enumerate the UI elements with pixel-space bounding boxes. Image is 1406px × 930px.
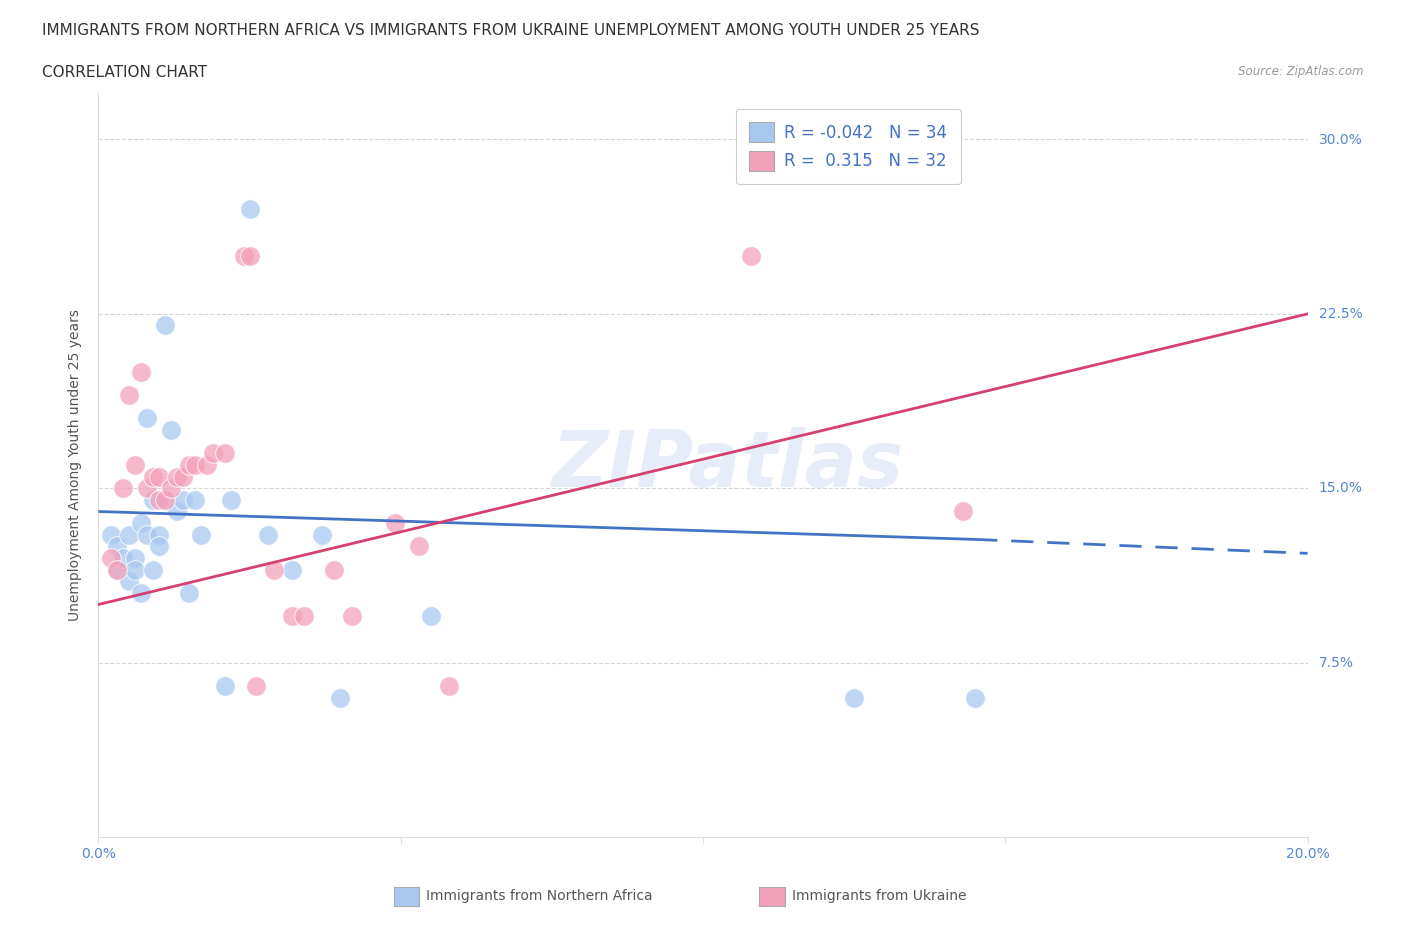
Point: [142, 469, 165, 484]
Point: [419, 609, 441, 624]
Point: [148, 539, 170, 554]
Text: IMMIGRANTS FROM NORTHERN AFRICA VS IMMIGRANTS FROM UKRAINE UNEMPLOYMENT AMONG YO: IMMIGRANTS FROM NORTHERN AFRICA VS IMMIG…: [42, 23, 980, 38]
Point: [437, 679, 460, 694]
Point: [148, 527, 170, 542]
Point: [408, 539, 430, 554]
Point: [239, 202, 262, 217]
Point: [281, 609, 304, 624]
Point: [177, 586, 201, 601]
Point: [184, 493, 207, 508]
Point: [166, 469, 188, 484]
Point: [129, 515, 152, 530]
Point: [135, 481, 157, 496]
Point: [311, 527, 333, 542]
Point: [177, 458, 201, 472]
Point: [965, 690, 987, 705]
Point: [844, 690, 866, 705]
Point: [153, 493, 176, 508]
Text: 15.0%: 15.0%: [1319, 481, 1362, 496]
Point: [118, 574, 141, 589]
Point: [256, 527, 278, 542]
Point: [124, 551, 146, 565]
Point: [323, 562, 346, 577]
Text: 22.5%: 22.5%: [1319, 307, 1362, 321]
Point: [129, 586, 152, 601]
Point: [160, 481, 183, 496]
Point: [135, 411, 157, 426]
Point: [105, 562, 128, 577]
Point: [100, 551, 122, 565]
Y-axis label: Unemployment Among Youth under 25 years: Unemployment Among Youth under 25 years: [69, 309, 83, 621]
Point: [202, 445, 225, 460]
Point: [172, 469, 194, 484]
Point: [129, 365, 152, 379]
Legend: R = -0.042   N = 34, R =  0.315   N = 32: R = -0.042 N = 34, R = 0.315 N = 32: [735, 109, 960, 184]
Point: [740, 248, 762, 263]
Point: [124, 458, 146, 472]
Point: [263, 562, 285, 577]
Point: [100, 527, 122, 542]
Point: [148, 469, 170, 484]
Point: [105, 562, 128, 577]
Point: [111, 481, 134, 496]
Text: 7.5%: 7.5%: [1319, 656, 1354, 670]
Point: [195, 458, 218, 472]
Point: [329, 690, 352, 705]
Point: [342, 609, 364, 624]
Point: [292, 609, 315, 624]
Point: [190, 527, 212, 542]
Point: [142, 562, 165, 577]
Point: [111, 551, 134, 565]
Point: [160, 422, 183, 438]
Point: [245, 679, 267, 694]
Point: [166, 504, 188, 519]
Point: [153, 493, 176, 508]
Text: Immigrants from Northern Africa: Immigrants from Northern Africa: [426, 888, 652, 903]
Point: [105, 539, 128, 554]
Point: [239, 248, 262, 263]
Point: [221, 493, 243, 508]
Point: [281, 562, 304, 577]
Point: [118, 388, 141, 403]
Point: [148, 493, 170, 508]
Text: ZIPatlas: ZIPatlas: [551, 427, 903, 503]
Point: [172, 493, 194, 508]
Text: 30.0%: 30.0%: [1319, 132, 1362, 147]
Text: CORRELATION CHART: CORRELATION CHART: [42, 65, 207, 80]
Point: [952, 504, 974, 519]
Point: [232, 248, 254, 263]
Point: [184, 458, 207, 472]
Text: Immigrants from Ukraine: Immigrants from Ukraine: [792, 888, 966, 903]
Point: [384, 515, 406, 530]
Point: [124, 562, 146, 577]
Point: [214, 445, 236, 460]
Point: [214, 679, 236, 694]
Point: [153, 318, 176, 333]
Point: [142, 493, 165, 508]
Text: Source: ZipAtlas.com: Source: ZipAtlas.com: [1239, 65, 1364, 78]
Point: [135, 527, 157, 542]
Point: [118, 527, 141, 542]
